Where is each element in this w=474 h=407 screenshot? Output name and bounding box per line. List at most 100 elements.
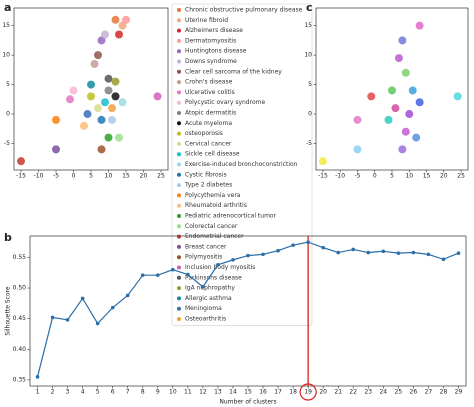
point xyxy=(69,86,78,95)
point xyxy=(101,98,109,107)
point xyxy=(453,92,462,101)
y-tick-label: 5 xyxy=(6,81,10,88)
point xyxy=(398,145,407,154)
legend-label: Meningioma xyxy=(185,305,222,312)
y-tick-label: 10 xyxy=(2,52,10,59)
legend-marker xyxy=(177,69,181,74)
legend-marker xyxy=(177,296,181,301)
x-tick-label: 27 xyxy=(425,389,433,396)
point xyxy=(118,21,127,30)
legend-marker xyxy=(177,28,181,33)
x-tick-label: 10 xyxy=(105,173,113,180)
point xyxy=(108,104,116,113)
legend-marker xyxy=(177,111,181,115)
x-tick-label: -5 xyxy=(53,173,59,180)
legend-label: Acute myeloma xyxy=(185,120,232,127)
x-tick-label: 5 xyxy=(390,173,394,180)
x-tick-label: 25 xyxy=(157,173,165,180)
x-tick-label: 6 xyxy=(111,389,115,396)
point xyxy=(415,21,424,30)
legend-marker xyxy=(177,265,181,270)
x-tick-label: 29 xyxy=(455,389,463,396)
point xyxy=(17,157,25,166)
point xyxy=(398,36,407,45)
legend-marker xyxy=(177,8,181,12)
x-tick-label: 19 xyxy=(304,389,312,396)
point xyxy=(111,77,120,86)
legend-label: Polycythemia vera xyxy=(185,192,241,199)
x-tick-label: 24 xyxy=(379,389,387,396)
legend-marker xyxy=(177,317,181,321)
y-tick-label: 15 xyxy=(304,22,312,29)
point xyxy=(66,95,74,104)
point xyxy=(108,115,116,124)
line-point xyxy=(291,243,295,247)
x-tick-label: 11 xyxy=(184,389,192,396)
legend-marker xyxy=(177,131,181,136)
line-point xyxy=(110,305,115,310)
point xyxy=(80,121,88,130)
legend-label: Parkinsons disease xyxy=(185,274,242,281)
y-tick-label: 0 xyxy=(6,111,10,118)
x-tick-label: 3 xyxy=(66,389,70,396)
x-tick-label: 10 xyxy=(405,173,413,180)
legend-marker xyxy=(177,18,181,23)
legend-label: Downs syndrome xyxy=(185,58,237,65)
point xyxy=(97,36,106,45)
legend-marker xyxy=(177,224,181,229)
x-tick-label: 18 xyxy=(289,389,297,396)
y-tick-label: -5 xyxy=(306,140,312,147)
x-tick-label: 4 xyxy=(81,389,85,396)
legend-label: Crohn's disease xyxy=(185,79,233,86)
legend-label: Pediatric adrenocortical tumor xyxy=(185,213,277,220)
legend-marker xyxy=(177,80,181,85)
x-tick-label: 25 xyxy=(457,173,465,180)
point xyxy=(153,92,162,101)
point xyxy=(52,115,60,124)
line-point xyxy=(351,247,356,252)
line-point xyxy=(186,272,190,277)
point xyxy=(353,145,362,154)
legend-label: Polymyositis xyxy=(185,254,222,261)
point xyxy=(101,30,109,39)
line-point xyxy=(155,273,160,277)
line-point xyxy=(441,257,446,262)
y-tick-label: 0.55 xyxy=(13,254,27,261)
x-tick-label: 12 xyxy=(199,389,207,396)
y-tick-label: 0.35 xyxy=(13,376,27,383)
point xyxy=(394,54,403,63)
x-tick-label: 28 xyxy=(440,389,448,396)
legend-label: Ulcerative colitis xyxy=(185,89,235,96)
legend-marker xyxy=(177,121,181,126)
x-tick-label: 15 xyxy=(244,389,252,396)
x-tick-label: 20 xyxy=(140,173,148,180)
legend-marker xyxy=(177,59,181,64)
x-tick-label: 20 xyxy=(440,173,448,180)
legend-marker xyxy=(177,162,181,167)
legend-marker xyxy=(177,234,181,239)
x-tick-label: 23 xyxy=(364,389,372,396)
point xyxy=(104,133,113,142)
point xyxy=(94,51,102,60)
legend-label: Breast cancer xyxy=(185,243,227,250)
line-point xyxy=(140,273,145,277)
x-tick-label: -10 xyxy=(34,173,44,180)
point xyxy=(412,133,421,142)
point xyxy=(115,133,123,142)
plot-frame xyxy=(29,235,467,387)
plot-frame xyxy=(13,7,169,171)
legend-marker xyxy=(177,183,181,188)
line-point xyxy=(171,267,175,272)
line-point xyxy=(411,250,416,255)
x-tick-label: 15 xyxy=(122,173,130,180)
point xyxy=(401,127,410,136)
point xyxy=(90,59,99,68)
line xyxy=(36,241,459,377)
x-tick-label: 16 xyxy=(259,389,267,396)
line-point xyxy=(456,251,461,255)
legend-label: Inclusion body myositis xyxy=(185,264,255,271)
x-axis-label: Number of clusters xyxy=(219,399,276,406)
legend-label: Exercise-induced bronchoconstriction xyxy=(185,161,298,168)
legend-label: osteoporosis xyxy=(185,130,223,137)
line-point xyxy=(276,248,280,253)
